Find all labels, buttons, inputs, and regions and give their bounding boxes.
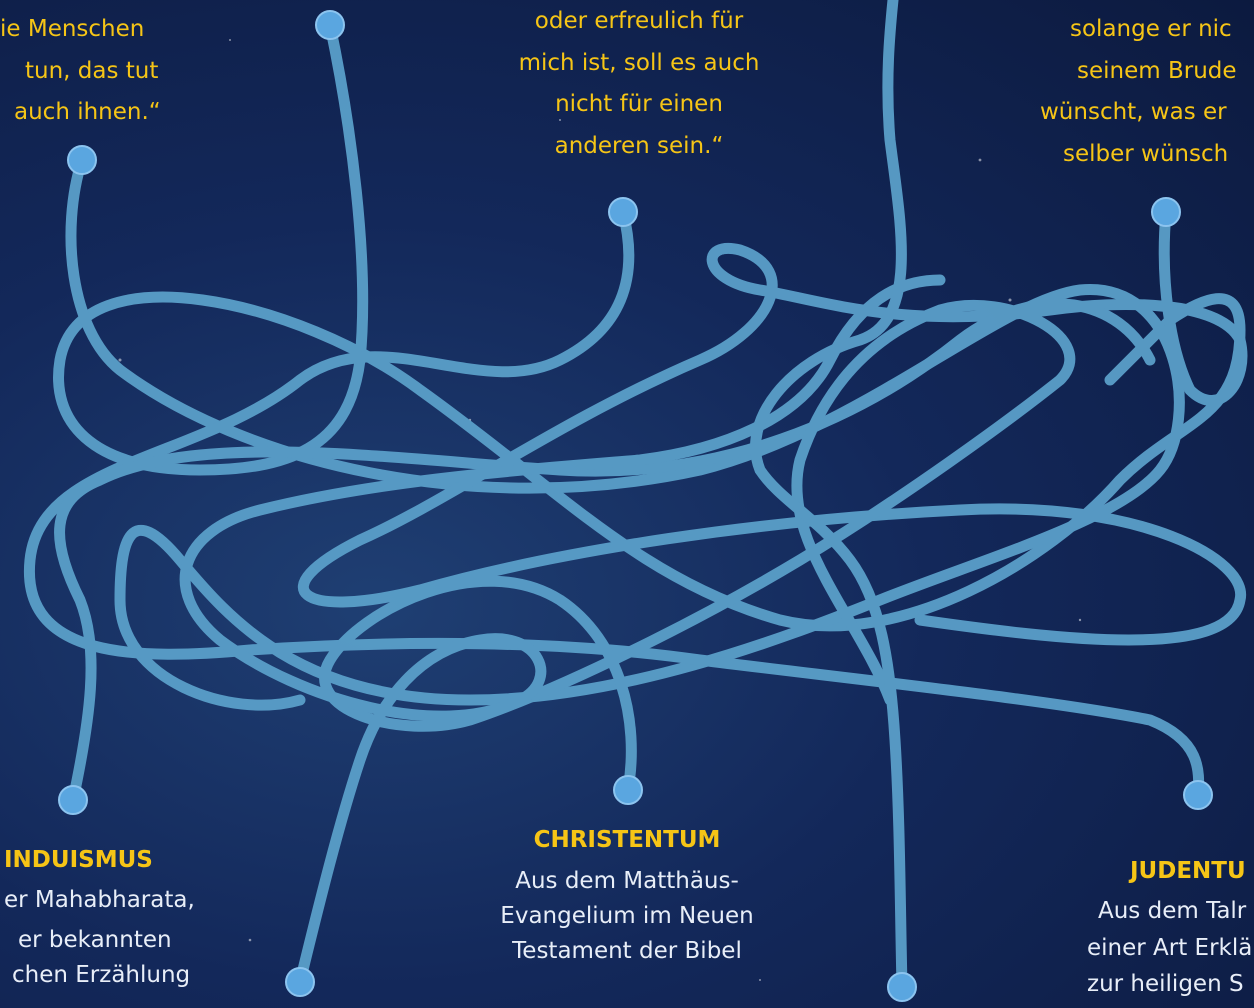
quote-line: ie Menschen	[0, 18, 144, 41]
quote-line: selber wünsch	[1063, 143, 1228, 166]
source-line: er bekannten	[18, 929, 172, 952]
source-line: zur heiligen S	[1087, 973, 1244, 996]
quote-line: solange er nic	[1070, 18, 1232, 41]
quote-line: auch ihnen.“	[14, 101, 161, 124]
source-line: Testament der Bibel	[512, 940, 742, 963]
page: ie Menschen tun, das tut auch ihnen.“ od…	[0, 0, 1254, 1008]
quote-line: seinem Brude	[1077, 60, 1237, 83]
quote-line: wünscht, was er	[1040, 101, 1227, 124]
source-title: JUDENTU	[1130, 860, 1246, 883]
quote-line: tun, das tut	[25, 60, 158, 83]
source-line: Aus dem Matthäus-	[515, 870, 739, 893]
source-title: CHRISTENTUM	[534, 829, 721, 852]
source-line: Aus dem Talr	[1098, 900, 1246, 923]
quote-line: anderen sein.“	[555, 135, 724, 158]
quote-line: oder erfreulich für	[535, 10, 743, 33]
source-line: einer Art Erklä	[1087, 937, 1252, 960]
source-title: INDUISMUS	[4, 849, 153, 872]
source-line: chen Erzählung	[12, 964, 190, 987]
quote-line: nicht für einen	[555, 93, 723, 116]
source-line: er Mahabharata,	[4, 889, 195, 912]
source-line: Evangelium im Neuen	[500, 905, 753, 928]
quote-line: mich ist, soll es auch	[519, 52, 760, 75]
